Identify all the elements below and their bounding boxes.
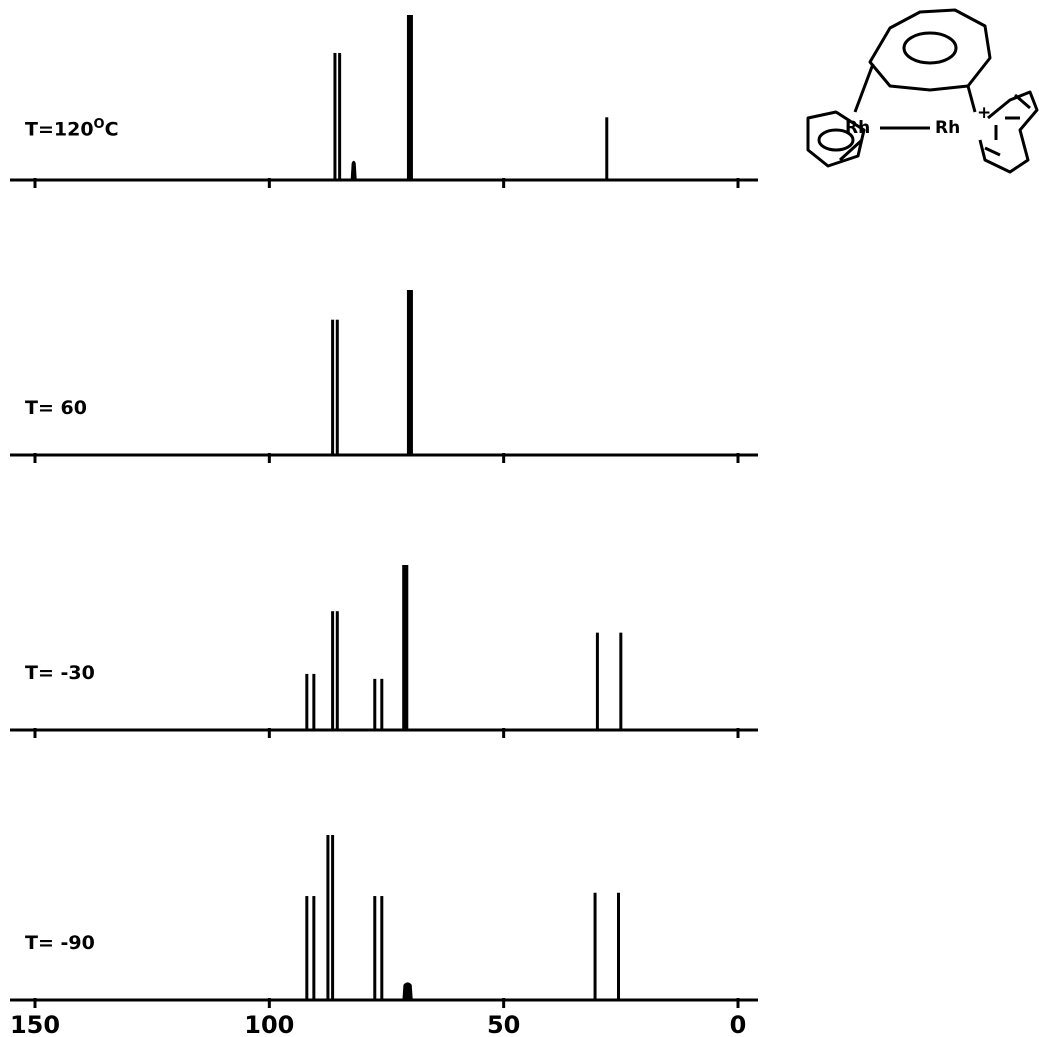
tlabel-1-text: T= 60 (25, 397, 87, 419)
peak-2-6 (402, 565, 409, 730)
x-tick-label-100: 100 (244, 1011, 294, 1037)
x-tick-label-0: 0 (730, 1011, 747, 1037)
peak-2-0 (305, 673, 309, 730)
cyclooctatetraene-ring (868, 8, 992, 92)
tlabel-3: T= -90 (25, 932, 95, 954)
peak-2-7 (595, 632, 599, 730)
spectrum-panel-3 (10, 835, 758, 1008)
spectrum-panel-1 (10, 290, 758, 463)
tlabel-0-degree: O (93, 117, 105, 132)
peak-3-1 (312, 896, 316, 1000)
x-tick-label-150: 150 (10, 1011, 60, 1037)
peak-3-5 (380, 896, 384, 1000)
charge-label: + (977, 103, 991, 123)
spectrum-panel-2 (10, 565, 758, 738)
peak-2-5 (380, 678, 384, 730)
peak-2-8 (619, 632, 623, 730)
peak-3-2 (326, 835, 330, 1000)
x-tick-label-50: 50 (487, 1011, 520, 1037)
tlabel-3-text: T= -90 (25, 932, 95, 954)
peak-3-7 (593, 892, 597, 1000)
peak-1-1 (335, 319, 339, 455)
peak-0-1 (338, 52, 342, 181)
tlabel-0-unit: C (104, 118, 119, 141)
tlabel-2: T= -30 (25, 662, 95, 684)
ring-inner-circle (902, 31, 958, 65)
peak-2-2 (331, 611, 335, 730)
rh-left-label: Rh (845, 118, 870, 138)
peak-3-0 (305, 896, 309, 1000)
cp-ring-inner (817, 128, 855, 152)
peak-2-3 (335, 611, 339, 730)
tlabel-2-text: T= -30 (25, 662, 95, 684)
peak-0-4 (605, 117, 609, 180)
peak-2-4 (373, 678, 377, 730)
x-tick-labels: 150 100 50 0 (10, 1011, 746, 1037)
spectra-panels (10, 15, 758, 1008)
spectrum-panel-0 (10, 15, 758, 188)
peak-1-2 (406, 290, 413, 455)
peak-3-8 (616, 892, 620, 1000)
cp-ring (806, 110, 866, 168)
peak-2-1 (312, 673, 316, 730)
peak-3-6 (402, 982, 413, 1000)
tlabel-0-text: T=120 (25, 118, 94, 141)
rh-right-label: Rh (935, 118, 960, 138)
tlabel-1: T= 60 (25, 397, 87, 419)
peak-3-3 (331, 835, 335, 1000)
peak-0-3 (406, 15, 413, 180)
peak-3-4 (373, 896, 377, 1000)
peak-0-2 (350, 160, 357, 180)
peak-0-0 (333, 52, 337, 181)
tlabel-0: T=120OC (25, 117, 119, 140)
rh-complex-structure-icon: Rh Rh + (806, 8, 1039, 174)
peak-1-0 (331, 319, 335, 455)
